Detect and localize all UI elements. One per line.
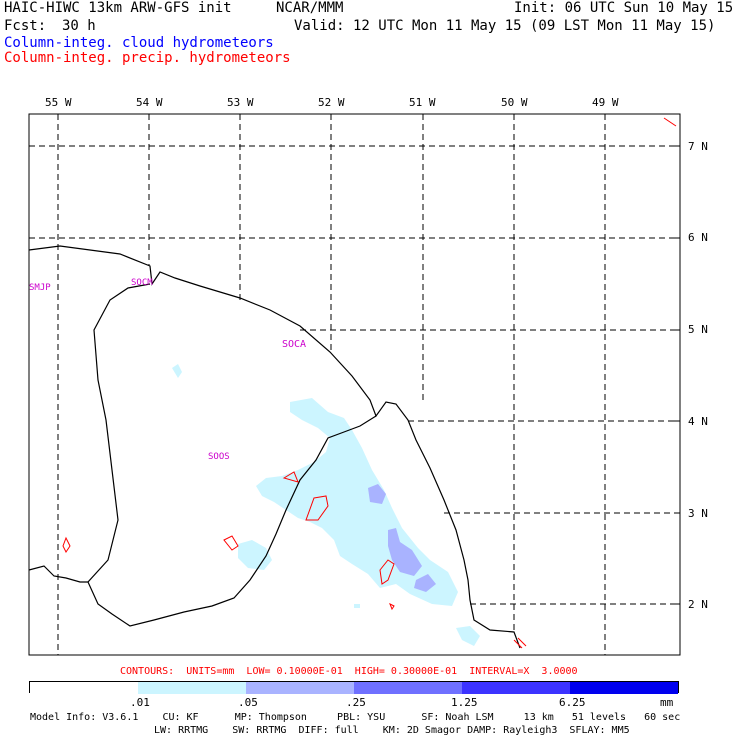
forecast-hour: 30 h [62, 18, 96, 34]
valid-time: Valid: 12 UTC Mon 11 May 15 (09 LST Mon … [294, 18, 716, 34]
frame-ticks [57, 114, 680, 605]
lat-lon-grid [29, 114, 680, 655]
lon-label: 51 W [409, 96, 436, 109]
lat-label: 4 N [688, 415, 708, 428]
lat-label: 5 N [688, 323, 708, 336]
model-info-line2: LW: RRTMG SW: RRTMG DIFF: full KM: 2D Sm… [154, 725, 630, 736]
station-label: SOOS [208, 452, 230, 462]
lon-label: 50 W [501, 96, 528, 109]
colorbar-tick: 1.25 [451, 696, 478, 709]
colorbar-unit: mm [660, 696, 674, 709]
precip-contours [62, 117, 677, 649]
colorbar-bin [354, 682, 463, 694]
coastline [28, 245, 521, 649]
colorbar-bin [462, 682, 571, 694]
colorbar-tick: .05 [238, 696, 258, 709]
lat-label: 2 N [688, 598, 708, 611]
colorbar-bin [30, 682, 139, 694]
lon-label: 53 W [227, 96, 254, 109]
colorbar-bin [246, 682, 355, 694]
org-label: NCAR/MMM [276, 0, 344, 16]
lon-label: 55 W [45, 96, 72, 109]
lon-label: 49 W [592, 96, 619, 109]
contour-info: CONTOURS: UNITS=mm LOW= 0.10000E-01 HIGH… [120, 666, 578, 677]
map-frame [28, 113, 681, 656]
cloud-shading-medium [368, 484, 436, 592]
init-time: Init: 06 UTC Sun 10 May 15 [514, 0, 734, 16]
lon-label: 54 W [136, 96, 163, 109]
station-label: SOCA [282, 339, 307, 350]
colorbar-bin [138, 682, 247, 694]
field-precip-label: Column-integ. precip. hydrometeors [4, 50, 291, 66]
colorbar [29, 681, 679, 694]
model-info-line1: Model Info: V3.6.1 CU: KF MP: Thompson P… [30, 712, 681, 723]
lon-label: 52 W [318, 96, 345, 109]
lat-label: 6 N [688, 231, 708, 244]
field-cloud-label: Column-integ. cloud hydrometeors [4, 35, 274, 51]
colorbar-tick: 6.25 [559, 696, 586, 709]
station-label: SOCM [131, 278, 153, 288]
plot-title: HAIC-HIWC 13km ARW-GFS init [4, 0, 232, 16]
station-label: SMJP [29, 283, 51, 293]
colorbar-tick: .25 [346, 696, 366, 709]
lat-label: 3 N [688, 507, 708, 520]
lat-label: 7 N [688, 140, 708, 153]
forecast-label: Fcst: [4, 18, 47, 34]
colorbar-tick: .01 [130, 696, 150, 709]
colorbar-bin [570, 682, 678, 694]
